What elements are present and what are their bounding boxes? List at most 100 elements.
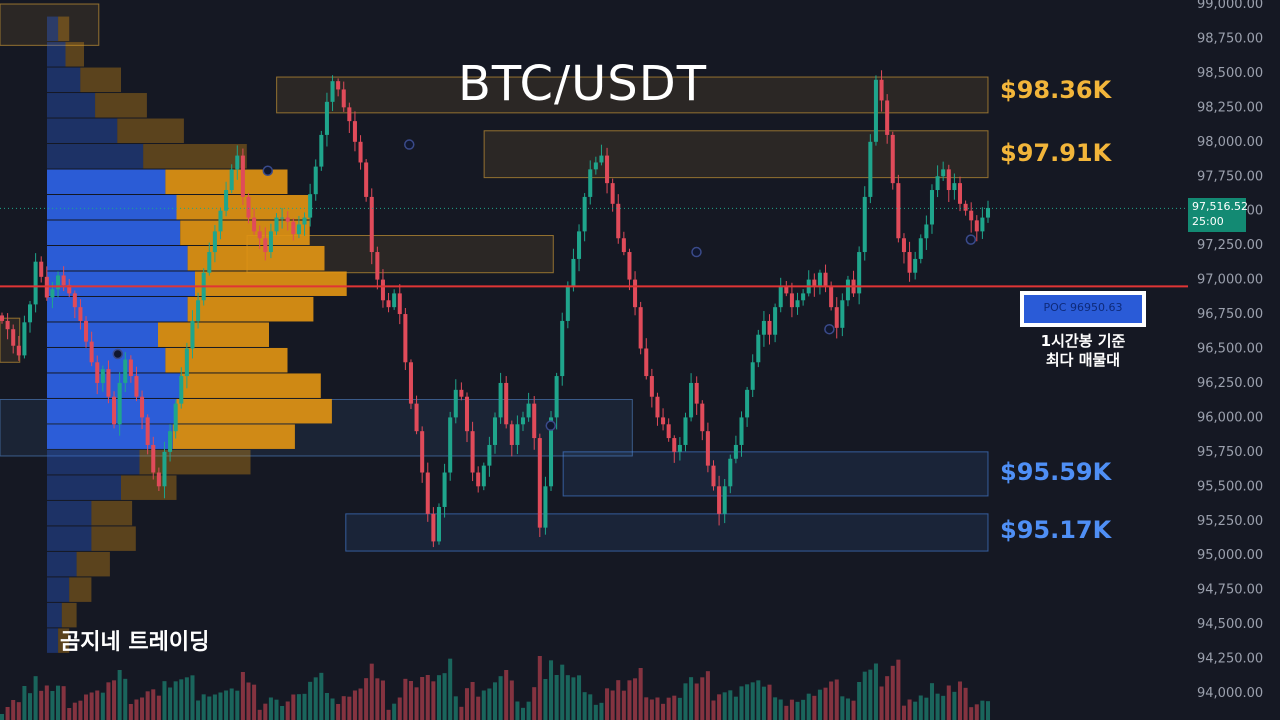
volume-bar-80 xyxy=(448,658,453,720)
volume-bar-103 xyxy=(577,675,582,720)
volume-bar-116 xyxy=(649,699,654,720)
candle-body-112 xyxy=(627,252,632,280)
volume-bar-11 xyxy=(61,686,66,720)
volume-bar-65 xyxy=(364,678,369,720)
y-tick-label-14: 95,500.00 xyxy=(1197,479,1263,494)
candle-body-24 xyxy=(134,376,139,397)
volume-bar-0 xyxy=(0,714,5,720)
candle-body-55 xyxy=(308,194,313,218)
candle-body-3 xyxy=(16,345,21,356)
volume-bar-122 xyxy=(683,683,688,720)
volume-bar-38 xyxy=(212,694,217,720)
volume-bar-90 xyxy=(504,670,509,720)
profile-buy-19 xyxy=(47,500,92,526)
candle-body-39 xyxy=(218,210,223,232)
signal-marker-6 xyxy=(965,234,977,245)
candle-body-127 xyxy=(711,465,716,487)
profile-buy-4 xyxy=(47,118,118,144)
profile-sell-10 xyxy=(195,271,347,296)
volume-bar-158 xyxy=(885,676,890,720)
candle-body-114 xyxy=(638,307,643,349)
candle-body-151 xyxy=(845,279,850,301)
volume-bar-43 xyxy=(240,672,245,720)
zone-label-97-91k: $97.91K xyxy=(1000,139,1112,167)
volume-bar-6 xyxy=(33,676,38,720)
volume-bar-121 xyxy=(677,697,682,720)
volume-bar-118 xyxy=(661,703,666,720)
volume-bar-97 xyxy=(543,679,548,720)
candle-body-111 xyxy=(621,238,626,253)
volume-bar-3 xyxy=(16,702,21,720)
profile-buy-13 xyxy=(47,347,166,373)
candle-body-59 xyxy=(330,81,335,102)
zone-label-95-59k: $95.59K xyxy=(1000,458,1112,486)
candle-body-134 xyxy=(750,362,755,390)
candle-body-53 xyxy=(296,224,301,235)
volume-bar-115 xyxy=(644,697,649,720)
candle-body-97 xyxy=(543,486,548,528)
volume-bar-35 xyxy=(196,700,201,720)
candle-body-5 xyxy=(27,304,33,323)
candle-body-104 xyxy=(582,196,587,232)
volume-bar-119 xyxy=(666,697,671,720)
candle-body-12 xyxy=(67,285,72,294)
volume-bar-148 xyxy=(829,681,834,720)
volume-bar-170 xyxy=(952,691,957,720)
volume-bar-143 xyxy=(801,699,806,720)
candle-body-74 xyxy=(414,403,419,432)
profile-buy-22 xyxy=(47,577,70,602)
candle-body-158 xyxy=(885,100,890,135)
volume-bar-72 xyxy=(403,678,408,720)
volume-bar-62 xyxy=(347,696,352,720)
volume-bar-61 xyxy=(341,696,346,720)
profile-sell-13 xyxy=(165,347,288,373)
volume-bar-98 xyxy=(549,660,554,720)
candle-body-155 xyxy=(868,141,873,197)
y-tick-label-0: 99,000.00 xyxy=(1197,0,1263,12)
candle-body-81 xyxy=(453,389,458,418)
volume-bar-110 xyxy=(616,680,621,720)
volume-bar-34 xyxy=(190,675,195,720)
volume-bar-16 xyxy=(89,692,94,720)
profile-buy-9 xyxy=(47,245,188,271)
volume-bar-156 xyxy=(873,663,878,720)
volume-bar-173 xyxy=(969,707,974,720)
candle-body-11 xyxy=(61,275,66,286)
volume-bar-125 xyxy=(700,677,705,720)
volume-bar-42 xyxy=(235,690,240,720)
candle-body-35 xyxy=(196,300,201,321)
candle-body-33 xyxy=(184,348,189,377)
volume-bar-164 xyxy=(918,695,923,720)
candle-body-57 xyxy=(319,134,324,167)
volume-bar-132 xyxy=(739,686,744,720)
volume-bar-84 xyxy=(470,682,475,720)
candle-body-63 xyxy=(352,121,357,142)
candle-body-128 xyxy=(717,486,722,514)
candle-body-40 xyxy=(224,190,229,211)
profile-sell-22 xyxy=(69,577,92,602)
volume-bar-86 xyxy=(481,690,486,720)
candle-body-22 xyxy=(123,359,128,383)
volume-bar-109 xyxy=(610,690,615,720)
y-tick-label-7: 97,250.00 xyxy=(1197,238,1263,253)
candle-body-139 xyxy=(778,286,783,308)
candle-body-78 xyxy=(436,506,441,542)
volume-bar-102 xyxy=(571,677,576,720)
candle-body-92 xyxy=(515,424,520,445)
zone-1 xyxy=(483,130,989,179)
volume-bar-48 xyxy=(268,697,273,720)
chart-title: BTC/USDT xyxy=(458,56,708,112)
volume-bar-56 xyxy=(313,677,318,720)
volume-bar-46 xyxy=(257,709,262,720)
candle-body-41 xyxy=(229,169,234,191)
current-price-tag: 97,516.52 25:00 xyxy=(1188,198,1248,232)
volume-bar-7 xyxy=(39,690,44,720)
candle-body-153 xyxy=(857,252,862,294)
volume-bar-139 xyxy=(778,699,783,720)
volume-bar-21 xyxy=(117,670,122,720)
signal-marker-2 xyxy=(404,139,415,150)
profile-buy-12 xyxy=(47,322,158,347)
volume-bar-104 xyxy=(582,692,587,720)
volume-bar-15 xyxy=(84,694,89,720)
